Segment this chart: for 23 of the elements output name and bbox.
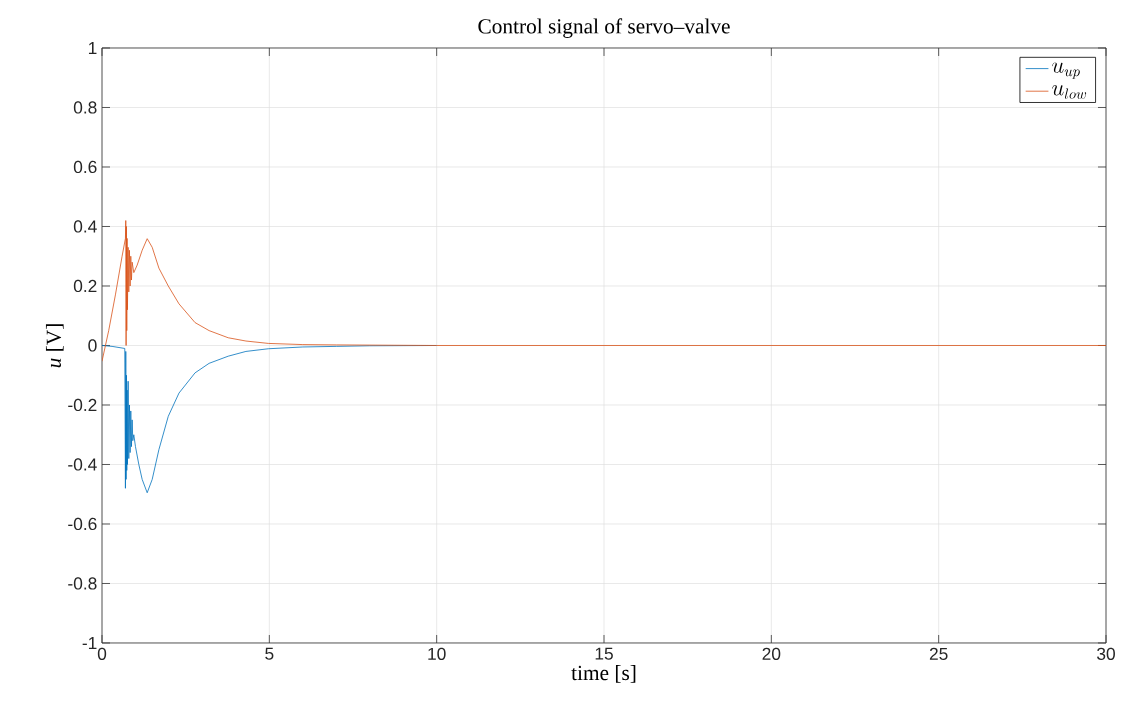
y-tick-label: 0.2 (73, 279, 97, 293)
y-tick-label: 0.8 (73, 101, 97, 114)
y-axis-title: u [V] (45, 324, 64, 368)
chart-title: Control signal of servo–valve (478, 18, 730, 38)
x-axis-title: time [s] (571, 665, 636, 683)
y-tick-label: -0.4 (68, 458, 97, 471)
y-tick-label: 0 (88, 339, 97, 352)
x-tick-label: 15 (595, 647, 613, 660)
legend-label: $u_{up}$ (1052, 62, 1080, 79)
x-tick-label: 0 (97, 647, 107, 660)
y-tick-label: -0.8 (68, 577, 97, 590)
x-tick-label: 30 (1097, 647, 1115, 660)
y-tick-label: -0.6 (68, 517, 97, 531)
x-tick-label: 20 (762, 647, 781, 660)
y-tick-label: 0.4 (73, 220, 97, 233)
y-tick-label: -0.2 (68, 398, 97, 412)
y-tick-label: 1 (88, 42, 97, 54)
legend-label: $u_{low}$ (1052, 84, 1087, 99)
y-tick-label: 0.6 (73, 160, 97, 174)
x-tick-label: 10 (428, 647, 446, 660)
y-tick-label: -1 (82, 637, 97, 649)
x-tick-label: 5 (265, 647, 274, 660)
x-tick-label: 25 (929, 647, 948, 660)
